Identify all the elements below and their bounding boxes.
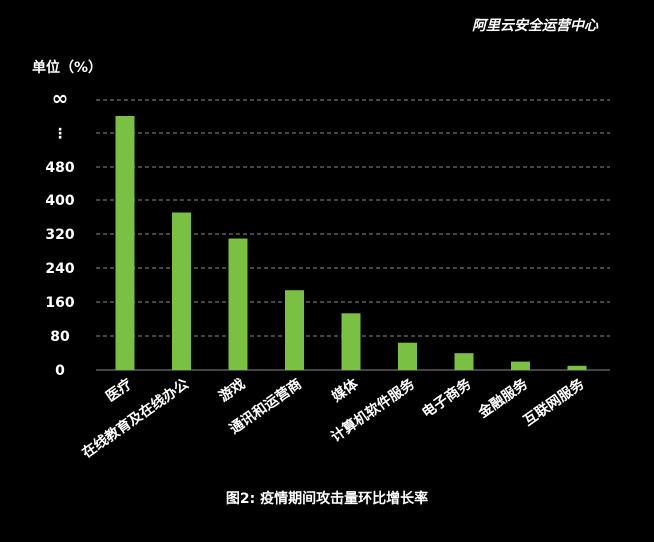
- y-tick-label: 480: [45, 160, 74, 176]
- bar: [567, 365, 587, 370]
- x-tick-label: 互联网服务: [520, 375, 588, 430]
- y-tick-label: 80: [50, 329, 70, 345]
- bar: [398, 342, 417, 370]
- bar: [454, 353, 474, 370]
- x-tick-label: 游戏: [216, 375, 249, 405]
- y-tick-label: 240: [45, 261, 74, 277]
- y-tick-label: ⋮: [53, 126, 67, 142]
- x-tick-label: 电子商务: [419, 375, 475, 422]
- bar: [341, 313, 361, 370]
- bar: [115, 116, 135, 370]
- y-axis-label: 单位（%）: [32, 59, 102, 76]
- y-tick-label: 400: [45, 193, 74, 209]
- y-tick-label: 160: [45, 295, 74, 311]
- x-tick-label: 在线教育及在线办公: [79, 375, 192, 461]
- y-tick-label: ∞: [52, 86, 69, 110]
- y-tick-label: 320: [45, 227, 74, 243]
- x-tick-label: 医疗: [103, 375, 136, 405]
- x-tick-label: 媒体: [328, 375, 362, 406]
- bar: [511, 361, 530, 370]
- bar: [172, 212, 191, 370]
- y-tick-label: 0: [55, 363, 65, 379]
- chart-title: 图2: 疫情期间攻击量环比增长率: [226, 490, 428, 507]
- bar: [228, 238, 248, 370]
- watermark: 阿里云安全运营中心: [472, 17, 599, 34]
- bar: [285, 290, 304, 370]
- y-tick-labels: 0 80 160 240 320 400 480 ⋮ ∞: [45, 86, 74, 379]
- bar-layer: [115, 116, 587, 370]
